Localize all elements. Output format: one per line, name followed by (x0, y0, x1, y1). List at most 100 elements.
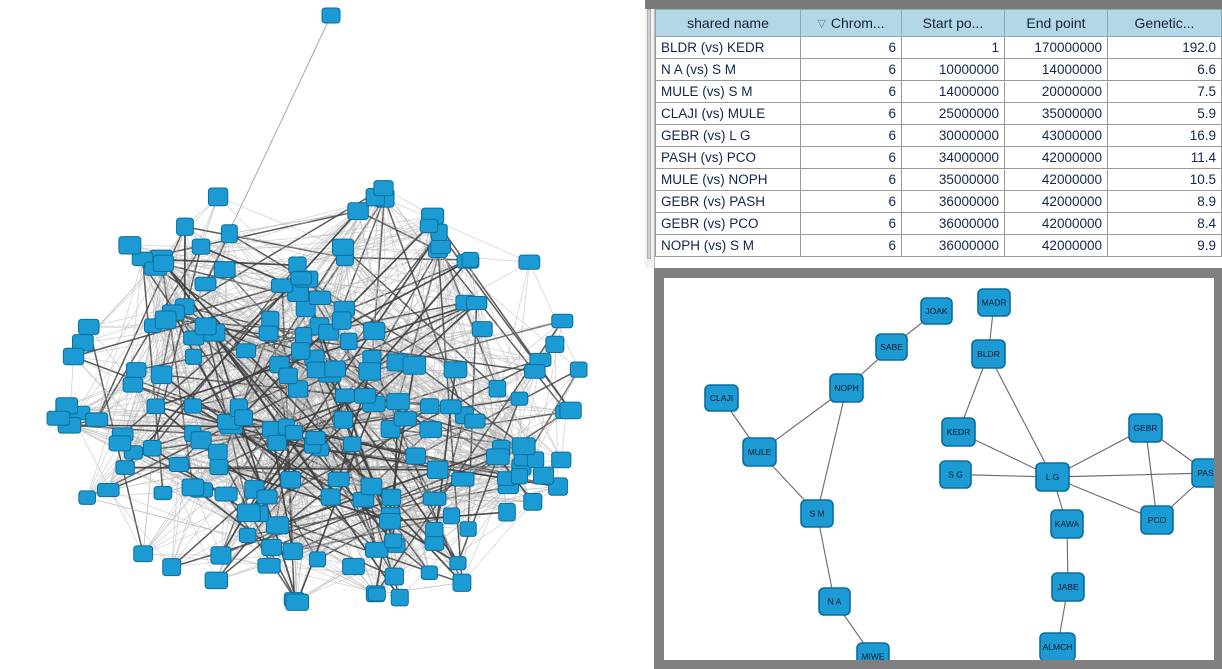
main-network-node[interactable] (498, 502, 516, 522)
cell-end_point[interactable]: 42000000 (1004, 168, 1108, 191)
main-network-node[interactable] (261, 538, 282, 557)
main-network-node[interactable] (78, 490, 96, 505)
subnetwork-node[interactable]: BLDR (971, 339, 1006, 369)
subnetwork-node[interactable]: PASH (1191, 458, 1214, 488)
main-network-node[interactable] (184, 348, 203, 365)
main-network-node[interactable] (559, 401, 582, 420)
cell-shared_name[interactable]: NOPH (vs) S M (655, 234, 801, 257)
main-network-node[interactable] (287, 380, 309, 398)
main-network-node[interactable] (162, 558, 182, 577)
table-body[interactable]: BLDR (vs) KEDR 6 1 170000000 192.0 N A (vs) S… (655, 36, 1222, 257)
cell-chromosome[interactable]: 6 (800, 190, 902, 213)
cell-chromosome[interactable]: 6 (800, 102, 902, 125)
cell-start_point[interactable]: 36000000 (901, 234, 1005, 257)
main-network-node[interactable] (333, 410, 354, 429)
main-network-node[interactable] (384, 533, 403, 549)
main-network-node[interactable] (238, 527, 257, 543)
main-network-node[interactable] (488, 379, 507, 398)
edge-table-panel[interactable]: shared name ▽ Chrom... Start po... End po… (645, 9, 1222, 268)
main-network-node[interactable] (236, 343, 257, 359)
main-network-node[interactable] (419, 421, 443, 439)
main-network-node[interactable] (152, 254, 174, 272)
subnetwork-canvas[interactable]: CLAJI MULE NOPH SABE JOAK S M N A MIWE MADR BLDR K… (664, 278, 1214, 660)
cell-end_point[interactable]: 42000000 (1004, 146, 1108, 169)
cell-chromosome[interactable]: 6 (800, 80, 902, 103)
main-network-node[interactable] (443, 361, 468, 379)
cell-end_point[interactable]: 42000000 (1004, 234, 1108, 257)
subnetwork-node[interactable]: MULE (742, 437, 777, 467)
table-row[interactable]: MULE (vs) NOPH 6 35000000 42000000 10.5 (655, 168, 1222, 191)
main-network-node[interactable] (97, 483, 120, 498)
main-network-node[interactable] (191, 238, 211, 255)
main-network-node[interactable] (342, 557, 365, 576)
main-network-node[interactable] (154, 310, 177, 330)
subnetwork-node[interactable]: S M (800, 499, 834, 528)
main-network-node[interactable] (118, 236, 142, 255)
main-network-node[interactable] (214, 486, 238, 502)
cell-end_point[interactable]: 43000000 (1004, 124, 1108, 147)
cell-end_point[interactable]: 170000000 (1004, 36, 1108, 59)
main-network-node[interactable] (360, 477, 383, 496)
main-network-node[interactable] (442, 507, 461, 525)
subnetwork-node[interactable]: MIWE (856, 642, 890, 660)
subnetwork-node[interactable]: JABE (1051, 572, 1085, 602)
main-network-node[interactable] (256, 489, 278, 505)
cell-chromosome[interactable]: 6 (800, 212, 902, 235)
main-network-node[interactable] (452, 573, 472, 592)
subnetwork-node[interactable]: ALMCH (1039, 632, 1076, 660)
subnetwork-edge[interactable] (1052, 476, 1158, 521)
column-header-chromosome[interactable]: ▽ Chrom... (800, 9, 902, 37)
main-network-node[interactable] (347, 202, 369, 220)
cell-genetic[interactable]: 5.9 (1107, 102, 1222, 125)
subnetwork-node[interactable]: L G (1035, 462, 1070, 492)
main-network-node[interactable] (78, 318, 100, 335)
main-network-node[interactable] (294, 327, 313, 346)
cell-start_point[interactable]: 35000000 (901, 168, 1005, 191)
table-row[interactable]: CLAJI (vs) MULE 6 25000000 35000000 5.9 (655, 102, 1222, 125)
node-shape[interactable] (829, 373, 864, 403)
table-row[interactable]: GEBR (vs) PCO 6 36000000 42000000 8.4 (655, 212, 1222, 235)
subnetwork-node[interactable]: S G (939, 460, 972, 489)
main-network-node[interactable] (115, 460, 135, 475)
subnetwork-edge[interactable] (816, 387, 848, 514)
main-network-node[interactable] (150, 365, 173, 385)
main-network-node[interactable] (384, 567, 404, 586)
main-network-node[interactable] (426, 460, 449, 480)
main-network-node[interactable] (358, 362, 382, 381)
main-network-node[interactable] (363, 321, 386, 341)
cell-chromosome[interactable]: 6 (800, 168, 902, 191)
main-network-node[interactable] (146, 398, 166, 415)
column-header-start-point[interactable]: Start po... (901, 9, 1005, 37)
node-shape[interactable] (875, 333, 908, 361)
table-vertical-scrollbar[interactable] (645, 9, 655, 268)
main-network-node[interactable] (324, 360, 347, 378)
main-network-node[interactable] (305, 430, 326, 446)
main-network-node[interactable] (181, 478, 205, 497)
main-network-node[interactable] (405, 447, 426, 465)
main-network-node[interactable] (267, 434, 287, 451)
cell-shared_name[interactable]: MULE (vs) S M (655, 80, 801, 103)
main-network-node[interactable] (190, 431, 212, 450)
column-header-shared-name[interactable]: shared name (655, 9, 801, 37)
cell-chromosome[interactable]: 6 (800, 234, 902, 257)
main-network-node[interactable] (290, 342, 311, 360)
main-network-node[interactable] (334, 388, 356, 403)
cell-chromosome[interactable]: 6 (800, 146, 902, 169)
main-network-node[interactable] (207, 187, 229, 207)
main-network-node[interactable] (213, 261, 236, 279)
main-network-node[interactable] (471, 321, 493, 338)
node-shape[interactable] (939, 460, 972, 489)
cell-shared_name[interactable]: MULE (vs) NOPH (655, 168, 801, 191)
node-shape[interactable] (800, 499, 834, 528)
cell-start_point[interactable]: 30000000 (901, 124, 1005, 147)
cell-genetic[interactable]: 10.5 (1107, 168, 1222, 191)
main-network-node[interactable] (220, 224, 238, 244)
main-network-node[interactable] (327, 471, 350, 488)
main-network-node[interactable] (285, 593, 310, 611)
subnetwork-node[interactable]: GEBR (1128, 413, 1163, 443)
main-network-node[interactable] (321, 7, 341, 24)
main-network-node[interactable] (545, 335, 565, 354)
cell-end_point[interactable]: 42000000 (1004, 190, 1108, 213)
main-network-node[interactable] (465, 295, 488, 311)
subnetwork-node[interactable]: KEDR (941, 417, 976, 447)
